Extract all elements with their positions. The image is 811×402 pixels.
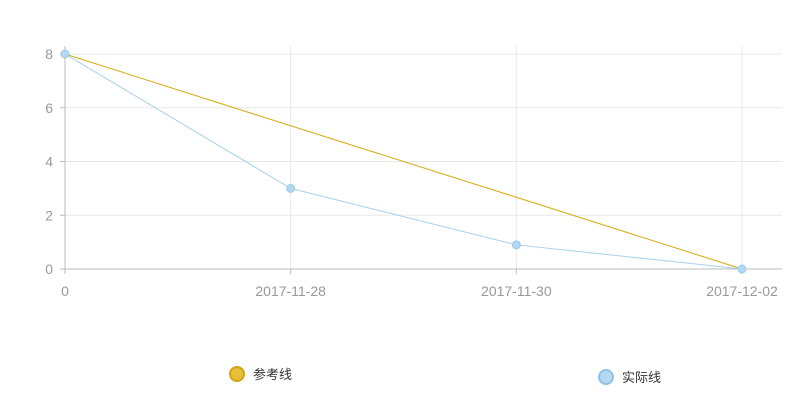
grid-lines <box>65 46 782 269</box>
legend-item-actual[interactable]: 实际线 <box>598 369 661 386</box>
x-tick-labels: 0 2017-11-28 2017-11-30 2017-12-02 <box>61 283 778 299</box>
legend-item-reference[interactable]: 参考线 <box>229 366 292 383</box>
x-tick-label: 2017-11-30 <box>481 283 552 299</box>
data-point[interactable] <box>737 264 747 274</box>
x-tick-label: 2017-12-02 <box>706 283 778 299</box>
legend[interactable]: 参考线 实际线 <box>229 366 661 386</box>
legend-marker-actual <box>598 369 614 385</box>
legend-marker-reference <box>229 366 245 382</box>
x-tick-label: 2017-11-28 <box>255 283 326 299</box>
data-point[interactable] <box>60 49 70 59</box>
y-tick-label: 6 <box>45 100 53 116</box>
axes <box>60 46 782 274</box>
y-tick-label: 8 <box>45 46 53 62</box>
data-point[interactable] <box>286 183 296 193</box>
legend-label-actual: 实际线 <box>622 371 661 386</box>
x-tick-label: 0 <box>61 283 69 299</box>
y-tick-label: 0 <box>45 261 53 277</box>
y-tick-label: 4 <box>45 154 53 170</box>
series-line-1 <box>64 53 743 270</box>
legend-label-reference: 参考线 <box>253 367 292 383</box>
series-line-0 <box>64 53 743 270</box>
y-tick-label: 2 <box>45 207 53 223</box>
data-point[interactable] <box>511 240 521 250</box>
series-lines <box>60 49 747 274</box>
y-tick-labels: 0 2 4 6 8 <box>45 46 53 277</box>
